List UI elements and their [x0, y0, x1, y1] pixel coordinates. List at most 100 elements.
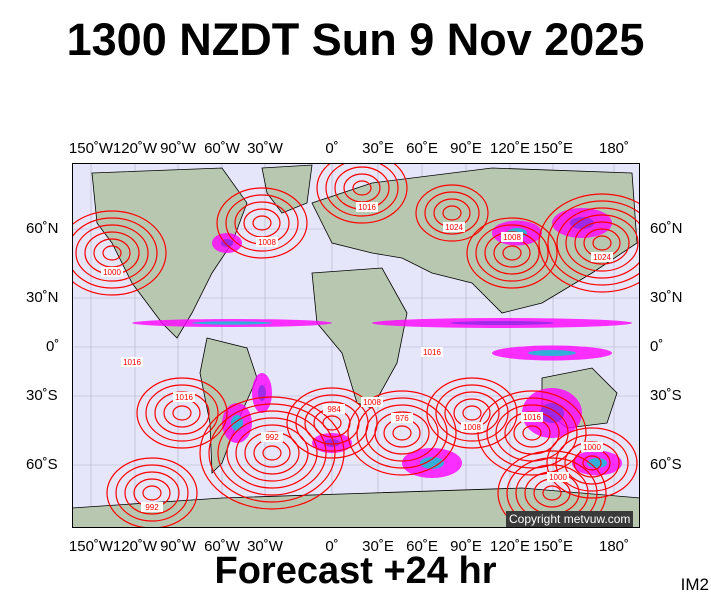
precipitation-core: [192, 321, 272, 325]
isobar: [556, 207, 640, 279]
land-greenland: [261, 164, 313, 214]
isobar: [435, 384, 509, 442]
longitude-label-bottom: 30˚E: [362, 538, 394, 555]
isobar: [124, 471, 180, 515]
longitude-label-top: 0˚: [325, 140, 339, 157]
isobar: [316, 163, 408, 224]
isobar: [365, 404, 439, 462]
isobar: [347, 390, 457, 476]
isobar-label-bg: [547, 472, 569, 482]
longitude-label-bottom: 180˚: [598, 538, 630, 555]
isobar: [565, 214, 639, 272]
isobar: [322, 415, 342, 431]
precipitation-core: [324, 439, 340, 447]
precipitation-core: [540, 403, 564, 423]
isobar: [208, 403, 336, 503]
latitude-label-left: 30˚N: [26, 289, 59, 306]
precipitation-core: [570, 217, 594, 229]
isobar-label: 1016: [523, 413, 541, 422]
isobar-label-bg: [421, 347, 443, 357]
isobar-label: 1008: [258, 238, 276, 247]
longitude-label-bottom: 60˚E: [406, 538, 438, 555]
longitude-label-bottom: 0˚: [325, 538, 339, 555]
isobar-label: 976: [395, 414, 409, 423]
isobar: [392, 425, 412, 441]
isobar: [555, 434, 629, 492]
copyright-notice: Copyright metvuw.com: [506, 511, 634, 527]
isobar-label: 1024: [593, 253, 611, 262]
isobar-label: 1000: [583, 443, 601, 452]
isobar: [546, 427, 638, 499]
isobar: [582, 455, 602, 471]
isobar: [216, 187, 308, 259]
isobar: [142, 485, 162, 501]
longitude-label-top: 60˚W: [204, 140, 240, 157]
isobar: [106, 457, 198, 528]
latitude-label-right: 60˚N: [650, 220, 683, 237]
precipitation-core: [258, 385, 266, 401]
isobar: [506, 457, 598, 528]
isobar: [374, 411, 430, 455]
longitude-label-bottom: 30˚W: [247, 538, 283, 555]
isobar-label-bg: [521, 412, 543, 422]
isobar: [424, 191, 480, 235]
longitude-label-bottom: 120˚W: [112, 538, 158, 555]
isobar-label-bg: [591, 252, 613, 262]
isobar: [226, 417, 318, 489]
longitude-label-bottom: 150˚E: [532, 538, 574, 555]
longitude-label-top: 30˚W: [247, 140, 283, 157]
weather-map: 1000 1008 1016 1024 992 984 976 1008 1016 1000 101…: [72, 163, 640, 528]
precipitation-core: [450, 321, 554, 325]
isobar: [172, 405, 192, 421]
latitude-label-right: 0˚: [650, 338, 664, 355]
isobar-label: 1016: [123, 358, 141, 367]
isobar-label: 984: [327, 405, 341, 414]
isobar: [466, 217, 558, 289]
isobar-label-bg: [173, 392, 195, 402]
isobar-label-bg: [256, 237, 278, 247]
isobar: [497, 450, 607, 528]
latitude-label-right: 30˚N: [650, 289, 683, 306]
isobar: [426, 377, 518, 449]
isobar: [75, 224, 149, 282]
isobar: [502, 245, 522, 261]
latitude-label-left: 0˚: [46, 338, 60, 355]
isobar: [486, 397, 578, 469]
longitude-label-top: 180˚: [598, 140, 630, 157]
isobar-label-bg: [356, 202, 378, 212]
latitude-label-right: 60˚S: [650, 456, 682, 473]
isobar-label: 1008: [503, 233, 521, 242]
isobar-label: 1000: [103, 268, 121, 277]
isobar-label: 1016: [423, 348, 441, 357]
isobar-label: 1016: [175, 393, 193, 402]
isobar-label-bg: [323, 404, 345, 414]
longitude-label-bottom: 60˚W: [204, 538, 240, 555]
land-south-america: [199, 337, 258, 474]
isobar: [415, 184, 489, 242]
isobar: [547, 200, 640, 286]
longitude-label-bottom: 90˚E: [450, 538, 482, 555]
longitude-label-top: 150˚E: [532, 140, 574, 157]
isobar: [136, 377, 228, 449]
precipitation-core: [231, 415, 243, 431]
isobar-label-bg: [261, 432, 283, 442]
isobar: [522, 425, 542, 441]
isobar-label-bg: [361, 397, 383, 407]
land-africa: [311, 267, 408, 409]
longitude-label-top: 60˚E: [406, 140, 438, 157]
isobar: [225, 194, 299, 252]
isobar: [542, 485, 562, 501]
isobar-label-bg: [443, 222, 465, 232]
longitude-label-top: 90˚E: [450, 140, 482, 157]
longitude-label-bottom: 150˚W: [68, 538, 114, 555]
longitude-label-bottom: 120˚E: [489, 538, 531, 555]
longitude-label-top: 120˚E: [489, 140, 531, 157]
latitude-label-right: 30˚S: [650, 387, 682, 404]
latitude-label-left: 60˚N: [26, 220, 59, 237]
isobar: [217, 410, 327, 496]
longitude-label-top: 30˚E: [362, 140, 394, 157]
longitude-label-bottom: 90˚W: [160, 538, 196, 555]
precipitation-core: [528, 350, 576, 356]
isobar-label-bg: [141, 502, 163, 512]
isobar-label-bg: [461, 422, 483, 432]
